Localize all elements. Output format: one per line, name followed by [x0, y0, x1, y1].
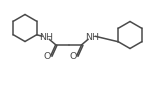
- Text: O: O: [43, 52, 51, 61]
- Text: O: O: [70, 52, 77, 61]
- Text: NH: NH: [39, 33, 53, 42]
- Text: NH: NH: [85, 33, 99, 42]
